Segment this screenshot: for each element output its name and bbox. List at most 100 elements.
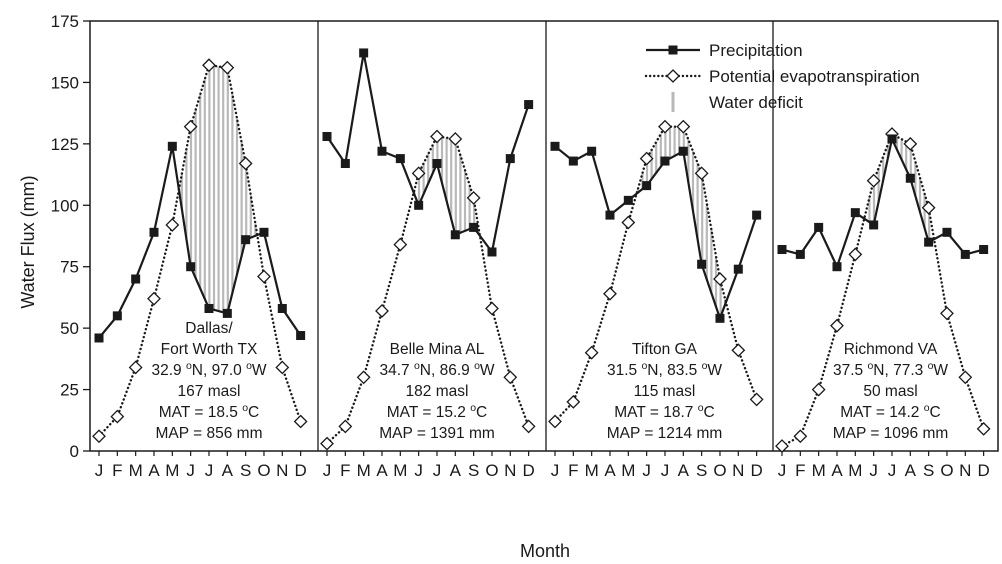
precipitation-point [377, 146, 387, 156]
precipitation-point [924, 237, 934, 247]
precipitation-point [432, 159, 442, 169]
precipitation-point [850, 208, 860, 218]
site-coordinates: 31.5 oN, 83.5 oW [607, 360, 722, 379]
text-part: 37.5 [833, 362, 867, 379]
x-tick-label: A [148, 461, 160, 480]
y-tick-label: 125 [51, 135, 79, 154]
pet-point [548, 414, 562, 429]
x-tick-label: D [294, 461, 306, 480]
degree-symbol: o [928, 360, 934, 372]
plot-frame [89, 20, 999, 452]
x-tick-label: J [869, 461, 878, 480]
precipitation-point [524, 100, 534, 110]
x-tick-label: D [750, 461, 762, 480]
precipitation-point [204, 303, 214, 313]
x-tick-label: O [940, 461, 953, 480]
degree-symbol: o [242, 402, 248, 414]
pet-point [238, 156, 253, 171]
x-tick-label: S [923, 461, 934, 480]
pet-point [713, 272, 727, 286]
pet-point [257, 269, 271, 284]
site-elevation: 115 masl [634, 383, 696, 400]
site-name: Fort Worth TX [161, 341, 258, 358]
pet-point [603, 286, 617, 301]
plot-border [89, 20, 999, 452]
precipitation-point [678, 146, 688, 156]
x-tick-label: O [257, 461, 270, 480]
text-part: N, 86.9 [420, 362, 474, 379]
pet-point [676, 119, 691, 134]
x-tick-label: N [959, 461, 971, 480]
x-tick-label: J [888, 461, 897, 480]
degree-symbol: o [641, 360, 647, 372]
pet-point [521, 419, 536, 434]
precipitation-point [960, 249, 970, 259]
pet-point [830, 318, 844, 333]
x-tick-label: N [504, 461, 516, 480]
precipitation-point [814, 222, 824, 232]
precipitation-point [414, 200, 424, 210]
x-tick-label: F [795, 461, 805, 480]
pet-line-4 [780, 132, 985, 448]
pet-point [183, 119, 198, 134]
pet-point [731, 343, 746, 358]
pet-line-3 [553, 125, 758, 423]
y-tick-label: 150 [51, 73, 79, 92]
site-mat: MAT = 14.2 oC [840, 402, 940, 421]
precipitation-point [340, 159, 350, 169]
legend-deficit-marker [671, 92, 675, 112]
text-part: MAT = 18.5 [159, 404, 242, 421]
pet-point [320, 436, 334, 451]
pet-point [811, 382, 826, 397]
pet-point [958, 370, 973, 385]
pet-point [430, 129, 444, 144]
pet-point [202, 58, 216, 73]
y-axis-label: Water Flux (mm) [18, 175, 38, 308]
precipitation-point [487, 247, 497, 257]
series-layer [92, 48, 991, 454]
y-tick-label: 0 [70, 442, 79, 461]
pet-point [165, 218, 180, 232]
legend-label-pet: Potential evapotranspiration [709, 67, 920, 86]
x-tick-label: J [186, 461, 195, 480]
pet-point [903, 136, 918, 151]
precipitation-line-2 [326, 52, 530, 255]
text-part: MAT = 15.2 [387, 404, 470, 421]
pet-point [448, 132, 463, 146]
legend-label-deficit: Water deficit [709, 93, 803, 112]
precipitation-line-3 [554, 145, 758, 322]
precipitation-point [277, 303, 287, 313]
pet-point [775, 439, 789, 454]
pet-point [694, 166, 709, 181]
site-coordinates: 32.9 oN, 97.0 oW [151, 360, 266, 379]
pet-point [866, 173, 881, 188]
pet-point [921, 200, 936, 215]
degree-symbol: o [414, 360, 420, 372]
x-tick-label: A [678, 461, 690, 480]
pet-point [485, 301, 499, 316]
x-tick-label: J [323, 461, 332, 480]
precipitation-point [186, 262, 196, 272]
pet-point [128, 360, 143, 375]
pet-point [411, 166, 426, 181]
x-tick-label: J [95, 461, 104, 480]
precipitation-line-1 [98, 146, 302, 339]
x-tick-label: A [222, 461, 234, 480]
pet-point [749, 392, 764, 407]
x-tick-label: M [165, 461, 179, 480]
precipitation-point [149, 227, 159, 237]
precipitation-point [979, 245, 989, 255]
site-coordinates: 34.7 oN, 86.9 oW [379, 360, 494, 379]
degree-symbol: o [924, 402, 930, 414]
precipitation-point [905, 173, 915, 183]
pet-point [503, 370, 518, 385]
degree-symbol: o [702, 360, 708, 372]
text-part: W [933, 362, 948, 379]
pet-point [275, 360, 290, 375]
precipitation-point [296, 331, 306, 341]
degree-symbol: o [186, 360, 192, 372]
pet-point [940, 306, 954, 321]
precipitation-point [887, 134, 897, 144]
x-axis-label: Month [520, 541, 570, 561]
